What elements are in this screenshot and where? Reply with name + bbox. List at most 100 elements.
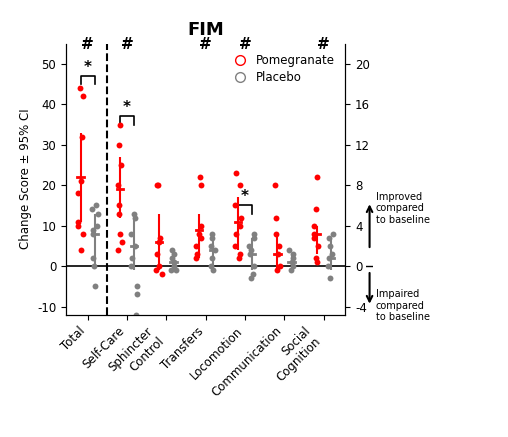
Point [77, 246, 85, 253]
Point [232, 170, 240, 177]
Point [289, 254, 297, 261]
Point [152, 267, 161, 274]
Point [192, 243, 200, 250]
Point [272, 214, 280, 221]
Point [231, 202, 239, 209]
Point [91, 283, 99, 290]
Point [156, 234, 165, 241]
Point [249, 271, 257, 277]
Point [272, 230, 280, 237]
Point [130, 210, 138, 217]
Point [313, 173, 321, 180]
Text: #: # [81, 37, 94, 52]
Point [329, 250, 337, 257]
Point [132, 311, 140, 318]
Point [170, 263, 178, 270]
Point [236, 222, 244, 229]
Point [276, 263, 284, 270]
Point [93, 210, 102, 217]
Point [154, 182, 162, 189]
Point [237, 214, 245, 221]
Point [131, 214, 139, 221]
Point [310, 222, 318, 229]
Point [153, 182, 161, 189]
Point [74, 218, 82, 225]
Title: FIM: FIM [187, 21, 224, 39]
Point [76, 85, 84, 92]
Point [114, 182, 122, 189]
Point [310, 234, 318, 241]
Legend: Pomegranate, Placebo: Pomegranate, Placebo [224, 50, 339, 89]
Point [89, 254, 97, 261]
Point [74, 190, 82, 197]
Point [77, 178, 85, 185]
Point [197, 234, 205, 241]
Point [207, 263, 215, 270]
Point [198, 182, 206, 189]
Point [155, 263, 164, 270]
Point [89, 226, 97, 233]
Point [285, 246, 293, 253]
Point [208, 234, 216, 241]
Text: #: # [121, 37, 134, 52]
Point [168, 254, 176, 261]
Point [168, 267, 176, 274]
Point [115, 121, 123, 128]
Point [329, 230, 337, 237]
Point [289, 250, 297, 257]
Text: Impaired
compared
to baseline: Impaired compared to baseline [376, 289, 430, 323]
Point [250, 263, 259, 270]
Point [116, 230, 124, 237]
Point [78, 133, 86, 140]
Point [128, 254, 136, 261]
Point [89, 263, 98, 270]
Text: Improved
compared
to baseline: Improved compared to baseline [376, 191, 430, 225]
Point [115, 210, 123, 217]
Point [289, 263, 297, 270]
Point [324, 263, 332, 270]
Point [89, 230, 97, 237]
Point [208, 230, 216, 237]
Point [211, 246, 219, 253]
Point [74, 222, 82, 229]
Point [274, 250, 282, 257]
Text: #: # [199, 37, 212, 52]
Point [207, 243, 215, 250]
Point [236, 250, 244, 257]
Point [118, 238, 126, 245]
Point [128, 263, 136, 270]
Point [288, 267, 296, 274]
Point [158, 271, 166, 277]
Point [195, 230, 203, 237]
Point [312, 206, 321, 213]
Point [326, 243, 334, 250]
Point [273, 267, 281, 274]
Point [114, 246, 122, 253]
Point [153, 250, 161, 257]
Point [115, 202, 123, 209]
Point [115, 141, 123, 148]
Text: #: # [239, 37, 251, 52]
Point [275, 243, 283, 250]
Text: #: # [318, 37, 330, 52]
Point [170, 259, 178, 266]
Y-axis label: Change Score ± 95% CI: Change Score ± 95% CI [18, 109, 31, 250]
Text: *: * [84, 60, 91, 75]
Point [236, 182, 244, 189]
Point [310, 230, 319, 237]
Point [197, 222, 205, 229]
Text: *: * [241, 189, 249, 204]
Point [155, 238, 163, 245]
Point [288, 259, 296, 266]
Point [193, 250, 201, 257]
Text: *: * [123, 100, 131, 115]
Point [93, 222, 101, 229]
Point [325, 234, 333, 241]
Point [168, 246, 176, 253]
Point [127, 230, 135, 237]
Point [249, 230, 258, 237]
Point [133, 283, 141, 290]
Point [313, 259, 321, 266]
Point [232, 230, 240, 237]
Point [192, 254, 200, 261]
